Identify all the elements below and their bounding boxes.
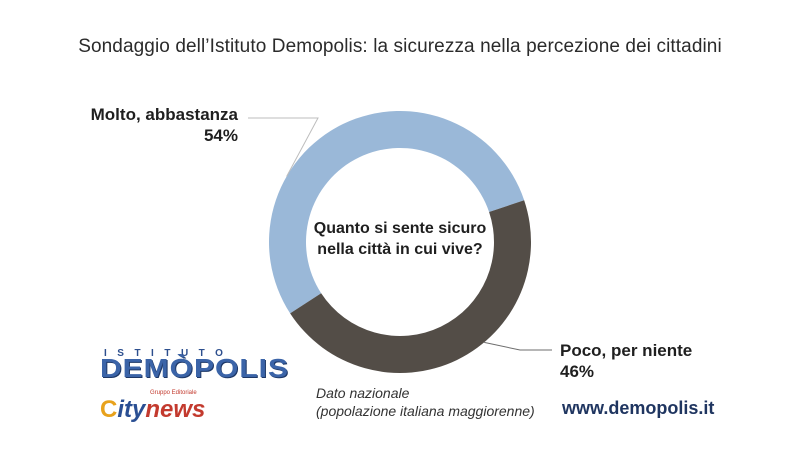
footnote: Dato nazionale (popolazione italiana mag… — [316, 384, 535, 420]
slice-label-molto: Molto, abbastanza 54% — [91, 104, 238, 146]
website-link[interactable]: www.demopolis.it — [562, 398, 715, 418]
center-question-line-1: Quanto si sente sicuro — [313, 220, 487, 237]
slice-label-poco: Poco, per niente 46% — [560, 340, 692, 382]
logo-city-c: C — [100, 396, 118, 423]
slice-name-molto: Molto, abbastanza — [90, 105, 238, 124]
logo-citynews-text: Citynews — [100, 396, 205, 424]
slice-value-molto: 54% — [203, 126, 238, 145]
logo-city-rest: ity — [117, 396, 146, 423]
logo-city-news: news — [145, 396, 206, 423]
center-question: Quanto si sente sicuro nella città in cu… — [300, 218, 500, 260]
footnote-line-1: Dato nazionale — [316, 385, 410, 401]
footnote-line-2: (popolazione italiana maggiorenne) — [316, 403, 535, 419]
donut-slice-1 — [290, 200, 531, 373]
center-question-line-2: nella città in cui vive? — [317, 241, 483, 258]
logo-istituto-text: ISTITUTO — [104, 348, 234, 359]
logo-gruppo-text: Gruppo Editoriale — [150, 390, 197, 396]
donut-slice-0 — [268, 111, 525, 314]
slice-name-poco: Poco, per niente — [560, 341, 693, 360]
chart-title: Sondaggio dell’Istituto Demopolis: la si… — [78, 36, 722, 57]
leader-line-poco — [484, 341, 552, 351]
leader-line-molto — [248, 117, 319, 177]
logo-demopolis-text: DEMÒPOLIS — [100, 355, 290, 384]
slice-value-poco: 46% — [560, 362, 595, 381]
